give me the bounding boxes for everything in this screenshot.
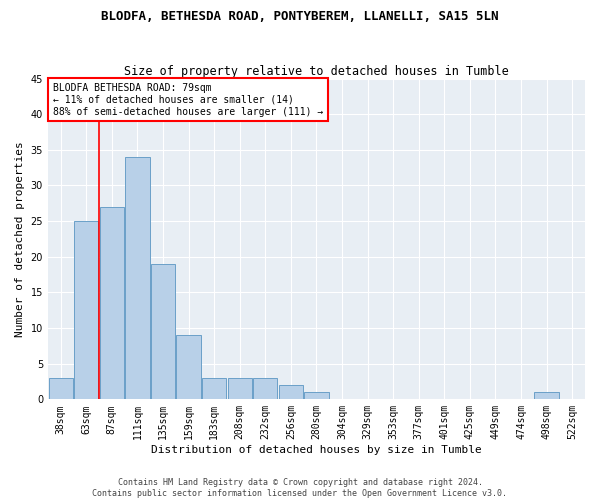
Bar bbox=[151, 264, 175, 400]
Bar bbox=[253, 378, 277, 400]
Bar bbox=[100, 207, 124, 400]
Bar bbox=[227, 378, 252, 400]
Bar bbox=[49, 378, 73, 400]
Bar bbox=[74, 221, 98, 400]
Bar bbox=[279, 385, 303, 400]
Y-axis label: Number of detached properties: Number of detached properties bbox=[15, 141, 25, 337]
X-axis label: Distribution of detached houses by size in Tumble: Distribution of detached houses by size … bbox=[151, 445, 482, 455]
Text: BLODFA BETHESDA ROAD: 79sqm
← 11% of detached houses are smaller (14)
88% of sem: BLODFA BETHESDA ROAD: 79sqm ← 11% of det… bbox=[53, 84, 323, 116]
Bar bbox=[304, 392, 329, 400]
Bar bbox=[176, 335, 201, 400]
Bar bbox=[202, 378, 226, 400]
Title: Size of property relative to detached houses in Tumble: Size of property relative to detached ho… bbox=[124, 66, 509, 78]
Bar bbox=[535, 392, 559, 400]
Text: BLODFA, BETHESDA ROAD, PONTYBEREM, LLANELLI, SA15 5LN: BLODFA, BETHESDA ROAD, PONTYBEREM, LLANE… bbox=[101, 10, 499, 23]
Bar bbox=[125, 157, 149, 400]
Text: Contains HM Land Registry data © Crown copyright and database right 2024.
Contai: Contains HM Land Registry data © Crown c… bbox=[92, 478, 508, 498]
